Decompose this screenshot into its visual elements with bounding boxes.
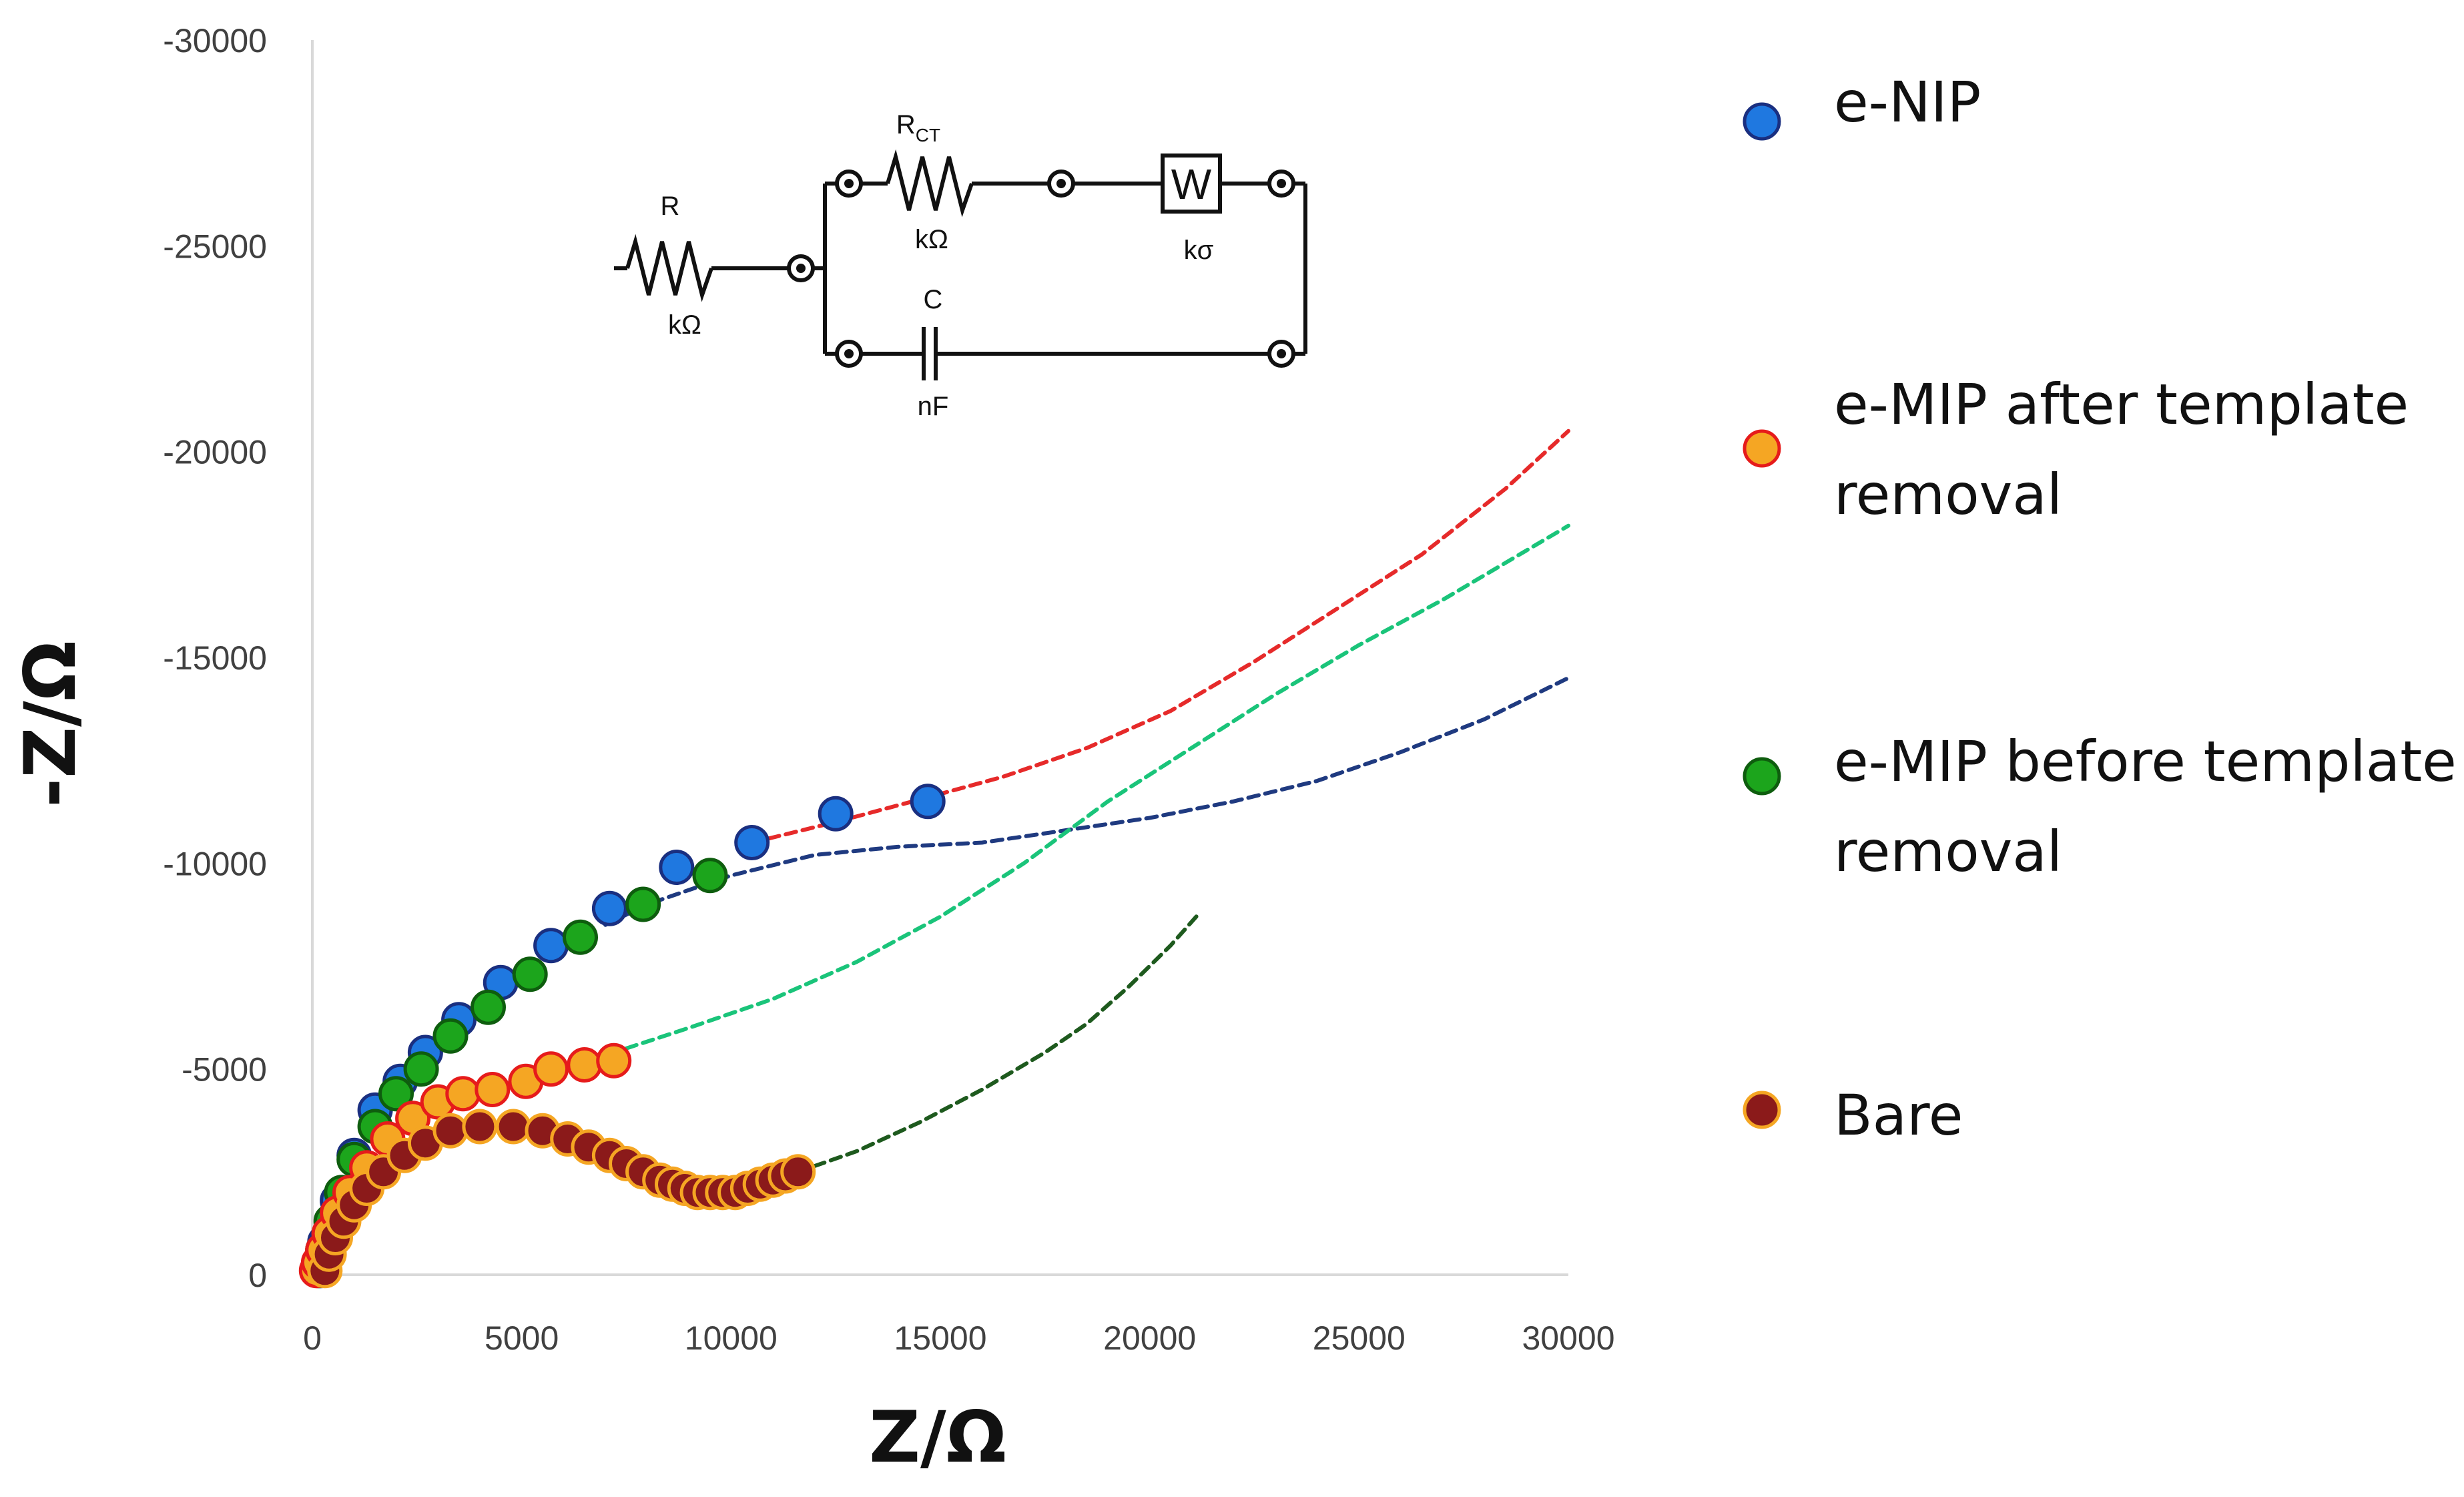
x-tick-label: 30000 (1522, 1319, 1614, 1357)
y-tick-label: -30000 (163, 22, 267, 59)
data-point (567, 1047, 603, 1083)
legend-label-line: removal (1834, 462, 2062, 527)
resistor-rct-unit: kΩ (915, 225, 948, 254)
data-point (596, 1042, 632, 1079)
legend-label-line: e-NIP (1834, 69, 1981, 135)
capacitor-label: C (924, 285, 943, 314)
y-tick-label: -5000 (182, 1051, 267, 1089)
legend-label: e-MIP before template removal (1834, 729, 2457, 884)
data-point (625, 886, 661, 922)
series-points (300, 858, 728, 1289)
resistor-r (625, 234, 713, 302)
data-point (495, 1109, 531, 1145)
data-point (471, 989, 506, 1025)
data-point (533, 1051, 569, 1087)
circuit-node (1056, 179, 1066, 188)
rct-main: R (896, 110, 916, 139)
data-point (403, 1051, 439, 1087)
circuit-node (796, 264, 806, 273)
data-point (659, 850, 695, 885)
data-point (462, 1109, 498, 1145)
warburg-label: W (1171, 160, 1212, 208)
data-points (298, 784, 946, 1289)
data-point (475, 1072, 511, 1107)
legend-label-line: e-MIP after template (1834, 372, 2409, 437)
circuit-node (1277, 179, 1286, 188)
resistor-rct (886, 149, 974, 218)
legend-label-line: e-MIP before template (1834, 729, 2457, 794)
data-point (445, 1076, 481, 1112)
equivalent-circuit: W R kΩ RCT kΩ kσ C nF (614, 110, 1307, 421)
data-point (512, 956, 548, 992)
x-tick-label: 10000 (685, 1319, 778, 1357)
fit-curves (603, 428, 1570, 1174)
data-point (378, 1076, 414, 1112)
y-tick-label: -15000 (163, 639, 267, 677)
capacitor-unit: nF (918, 392, 949, 421)
legend-label: e-MIP after template removal (1834, 372, 2409, 527)
circuit-node (844, 349, 854, 358)
resistor-rct-label: RCT (896, 110, 940, 145)
data-point (692, 858, 728, 894)
x-tick-label: 15000 (894, 1319, 986, 1357)
data-point (533, 928, 569, 964)
x-tick-label: 0 (303, 1319, 322, 1357)
fit-line (796, 910, 1202, 1174)
resistor-r-label: R (661, 192, 680, 221)
resistor-r-unit: kΩ (668, 310, 701, 340)
y-tick-label: -20000 (163, 434, 267, 471)
legend-marker (1743, 429, 1781, 468)
series-points (307, 1109, 816, 1289)
legend-label-line: Bare (1834, 1083, 1963, 1148)
data-point (591, 890, 627, 926)
axes (311, 40, 1568, 1276)
circuit-node (1277, 349, 1286, 358)
fit-line (749, 428, 1570, 845)
fit-line (624, 523, 1570, 1051)
y-axis-title: -Z/Ω (9, 641, 91, 808)
y-tick-label: -25000 (163, 228, 267, 265)
legend-marker (1743, 757, 1781, 796)
y-tick-label: 0 (248, 1257, 267, 1294)
x-tick-label: 25000 (1313, 1319, 1406, 1357)
legend-label: e-NIP (1834, 69, 1981, 135)
data-point (432, 1113, 469, 1149)
data-point (780, 1154, 816, 1190)
data-point (910, 784, 946, 820)
x-tick-label: 5000 (485, 1319, 559, 1357)
legend-label: Bare (1834, 1083, 1963, 1148)
data-point (734, 825, 770, 860)
x-tick-label: 20000 (1103, 1319, 1196, 1357)
x-axis-title: Z/Ω (869, 1396, 1006, 1478)
y-axis-ticks: 0 -5000 -10000 -15000 -20000 -25000 -30000 (163, 22, 267, 1294)
data-point (818, 796, 854, 832)
data-point (563, 919, 598, 955)
y-tick-label: -10000 (163, 845, 267, 882)
legend-label-line: removal (1834, 819, 2062, 884)
rct-subscript: CT (916, 125, 940, 145)
data-point (432, 1018, 469, 1054)
legend-marker (1743, 102, 1781, 141)
circuit-node (844, 179, 854, 188)
x-axis-ticks: 0 5000 10000 15000 20000 25000 30000 (303, 1319, 1614, 1357)
warburg-unit: kσ (1184, 236, 1214, 265)
legend-marker (1743, 1091, 1781, 1129)
